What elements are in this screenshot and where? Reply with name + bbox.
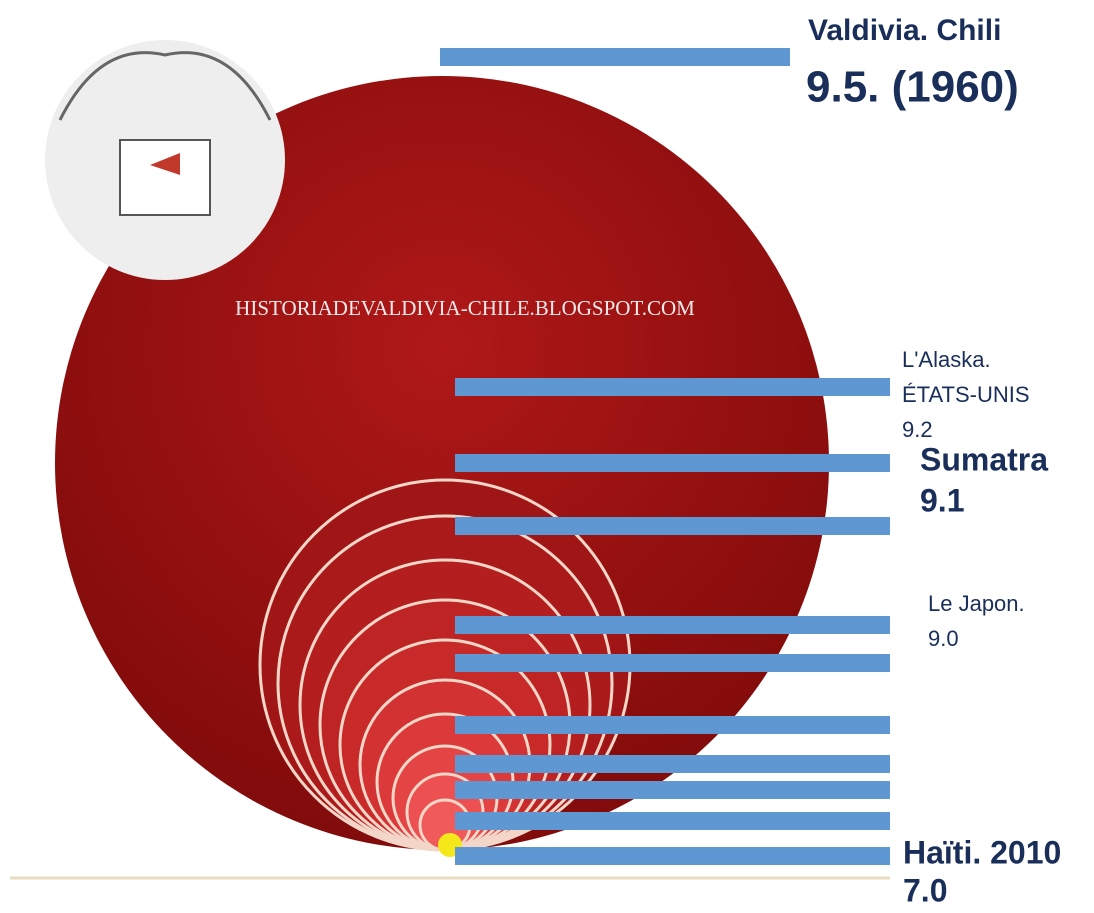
- label: Sumatra: [920, 441, 1048, 477]
- logo: [45, 40, 285, 280]
- label: 9.5. (1960): [806, 63, 1019, 112]
- label: L'Alaska.: [902, 347, 991, 372]
- label: ÉTATS-UNIS: [902, 382, 1030, 407]
- label: 9.2: [902, 417, 933, 442]
- label: 9.1: [920, 482, 964, 518]
- infographic: HISTORIADEVALDIVIA-CHILE.BLOGSPOT.COM Va…: [0, 0, 1094, 908]
- label: Haïti. 2010: [903, 834, 1061, 870]
- label: 9.0: [928, 626, 959, 651]
- label: 7.0: [903, 872, 947, 908]
- label: Le Japon.: [928, 591, 1025, 616]
- label: Valdivia. Chili: [808, 14, 1001, 47]
- watermark: HISTORIADEVALDIVIA-CHILE.BLOGSPOT.COM: [235, 296, 695, 320]
